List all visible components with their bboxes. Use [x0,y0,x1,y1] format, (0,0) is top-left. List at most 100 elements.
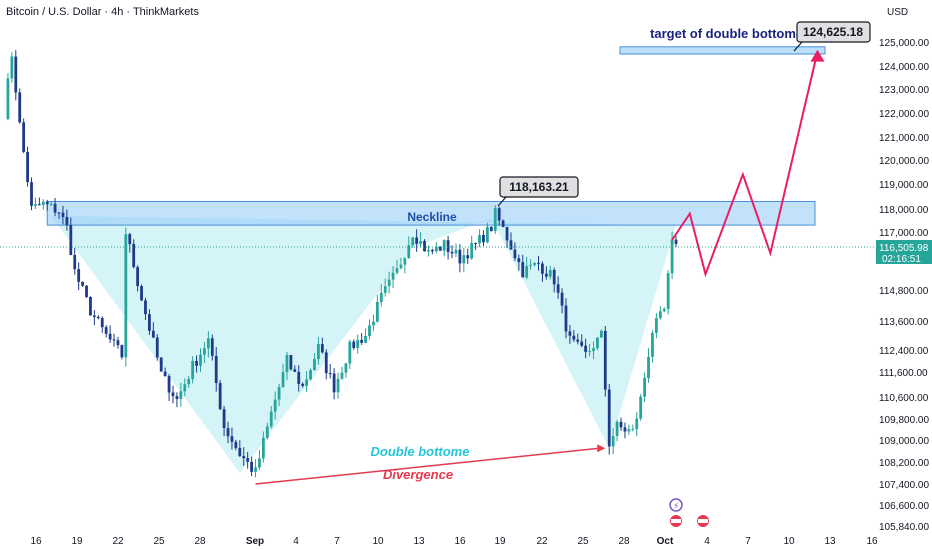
candle-body [206,338,210,349]
time-tick-label: 19 [71,536,83,547]
time-axis[interactable] [0,532,874,550]
candle-body [662,308,666,312]
candle-body [497,208,501,221]
candle-body [250,461,253,472]
double-bottom-pattern-fill [51,215,677,473]
price-tick-label: 108,200.00 [879,458,929,469]
candle-body [438,246,442,251]
candle-body [10,56,14,79]
candle-body [588,351,591,353]
candle-body [273,399,277,412]
candle-body [493,208,497,231]
candle-body [568,331,572,336]
candle-body [395,268,399,273]
chart-title: Bitcoin / U.S. Dollar · 4h · ThinkMarket… [6,6,199,18]
time-tick-label: 7 [745,536,751,547]
candle-body [22,122,26,152]
candle-body [372,321,375,326]
candle-body [419,241,422,244]
candle-body [30,182,33,206]
candle-body [336,378,340,393]
candle-body [474,243,477,245]
candle-body [265,426,269,438]
candle-body [92,315,96,317]
candle-body [89,297,92,316]
candle-body [462,255,466,264]
candle-body [541,263,544,274]
candle-body [509,240,513,250]
time-tick-label: Oct [657,536,674,547]
candle-body [552,269,556,285]
time-tick-label: 16 [30,536,42,547]
candle-body [151,330,155,338]
projection-arrowhead [810,49,825,62]
candlestick-series [6,50,678,478]
candle-body [320,344,324,353]
candle-body [505,226,509,241]
double-bottom-label: Double bottome [371,444,470,459]
currency-label: USD [887,7,908,18]
candle-body [615,421,619,436]
candle-body [37,204,41,206]
target-callout-box [796,21,871,43]
candle-body [387,279,391,287]
candle-body [104,327,108,334]
candle-body [482,235,485,243]
candle-body [596,337,599,349]
candle-body [513,249,517,259]
candle-body [313,359,316,371]
time-tick-label: 19 [494,536,506,547]
candle-body [658,311,662,319]
candle-body [670,239,674,274]
time-tick-label: 13 [824,536,836,547]
candle-body [317,344,320,360]
candle-body [261,437,265,459]
candle-body [116,340,120,346]
candle-body [548,269,552,277]
time-tick-label: 22 [112,536,124,547]
candle-body [627,429,631,432]
price-tick-label: 109,000.00 [879,436,929,447]
time-tick-label: Sep [246,536,264,547]
time-tick-label: 10 [372,536,384,547]
lightning-icon: ⚡ [673,502,679,512]
price-tick-label: 105,840.00 [879,522,929,533]
candle-body [305,379,309,386]
target-label: target of double bottom [650,26,796,41]
candle-body [619,421,623,428]
candle-body [155,337,159,358]
candle-body [607,389,611,447]
candle-body [73,255,77,270]
candle-body [132,244,136,268]
candle-body [450,251,454,254]
split-event-icon[interactable] [669,498,683,512]
candle-body [234,441,238,448]
price-axis[interactable] [874,0,932,550]
candle-body [45,201,49,205]
candle-body [403,258,407,265]
candle-body [651,332,654,357]
candle-body [140,286,143,301]
time-tick-label: 28 [618,536,630,547]
candle-body [226,428,230,437]
time-tick-label: 7 [334,536,340,547]
candle-body [254,467,257,472]
candle-body [238,447,242,457]
candle-body [556,284,560,293]
candle-body [560,292,564,306]
price-tick-label: 111,600.00 [879,368,928,379]
candle-body [576,339,580,342]
candle-body [77,269,81,282]
price-axis-ticks: 125,000.00 124,000.00 123,000.00 122,000.00… [879,38,929,533]
candle-body [521,262,525,278]
candle-body [112,339,116,341]
annotations: Double bottome Divergence 118,163.21 124,62… [255,21,871,485]
candle-body [269,411,273,427]
peak-callout-box [499,176,579,198]
time-tick-label: 22 [536,536,548,547]
candle-body [85,285,88,298]
candle-body [647,356,650,378]
candle-body [356,339,360,348]
last-price-badge: 116,505.98 02:16:51 [876,240,932,265]
